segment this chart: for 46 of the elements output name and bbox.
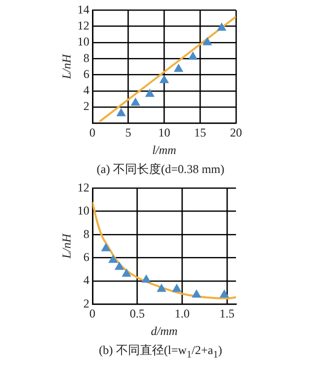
y-tick-label: 8 <box>83 226 90 241</box>
x-tick-label: 15 <box>194 126 206 140</box>
text: (a) 不同长度(d=0.38 mm) <box>96 161 226 178</box>
point <box>202 37 212 46</box>
point <box>217 22 226 31</box>
y-tick-label: 8 <box>83 50 90 65</box>
y-axis-title: L/nH <box>59 53 74 80</box>
text: (b) 不同直径(l=w$_{1}$/2+a$_{1}$) <box>98 342 224 360</box>
point <box>172 284 182 292</box>
y-tick-label: 10 <box>77 34 90 49</box>
x-axis-title: d/mm <box>150 324 178 338</box>
point <box>220 290 229 298</box>
y-tick-label: 6 <box>83 250 90 264</box>
y-tick-label: 6 <box>83 66 90 81</box>
y-tick-label: 4 <box>83 273 90 288</box>
point <box>131 98 140 106</box>
point <box>188 52 198 60</box>
y-tick-label: 12 <box>77 180 90 194</box>
point <box>145 89 154 97</box>
point <box>122 269 131 277</box>
x-tick-label: 1.0 <box>174 306 190 321</box>
point <box>160 75 169 84</box>
point <box>157 284 166 292</box>
x-tick-label: 0 <box>89 306 96 321</box>
point <box>174 64 183 72</box>
line-series <box>92 201 236 300</box>
y-axis-title: L/nH <box>59 232 74 260</box>
point <box>114 262 124 270</box>
y-tick-label: 4 <box>83 83 90 98</box>
y-tick-label: 14 <box>77 2 90 16</box>
point <box>108 255 118 263</box>
point <box>101 244 110 252</box>
point <box>142 274 151 283</box>
x-tick-label: 1.5 <box>220 306 235 321</box>
x-tick-label: 0 <box>89 126 96 140</box>
y-tick-label: 12 <box>77 18 90 32</box>
x-tick-label: 10 <box>158 126 170 140</box>
y-tick-label: 2 <box>83 296 90 310</box>
x-tick-label: 0.5 <box>130 306 145 321</box>
x-tick-label: 5 <box>125 126 132 140</box>
y-tick-label: 2 <box>83 99 90 114</box>
point <box>116 108 126 116</box>
x-axis-title: l/mm <box>152 142 177 157</box>
point <box>192 290 201 298</box>
y-tick-label: 10 <box>77 204 90 218</box>
x-tick-label: 20 <box>230 126 242 140</box>
